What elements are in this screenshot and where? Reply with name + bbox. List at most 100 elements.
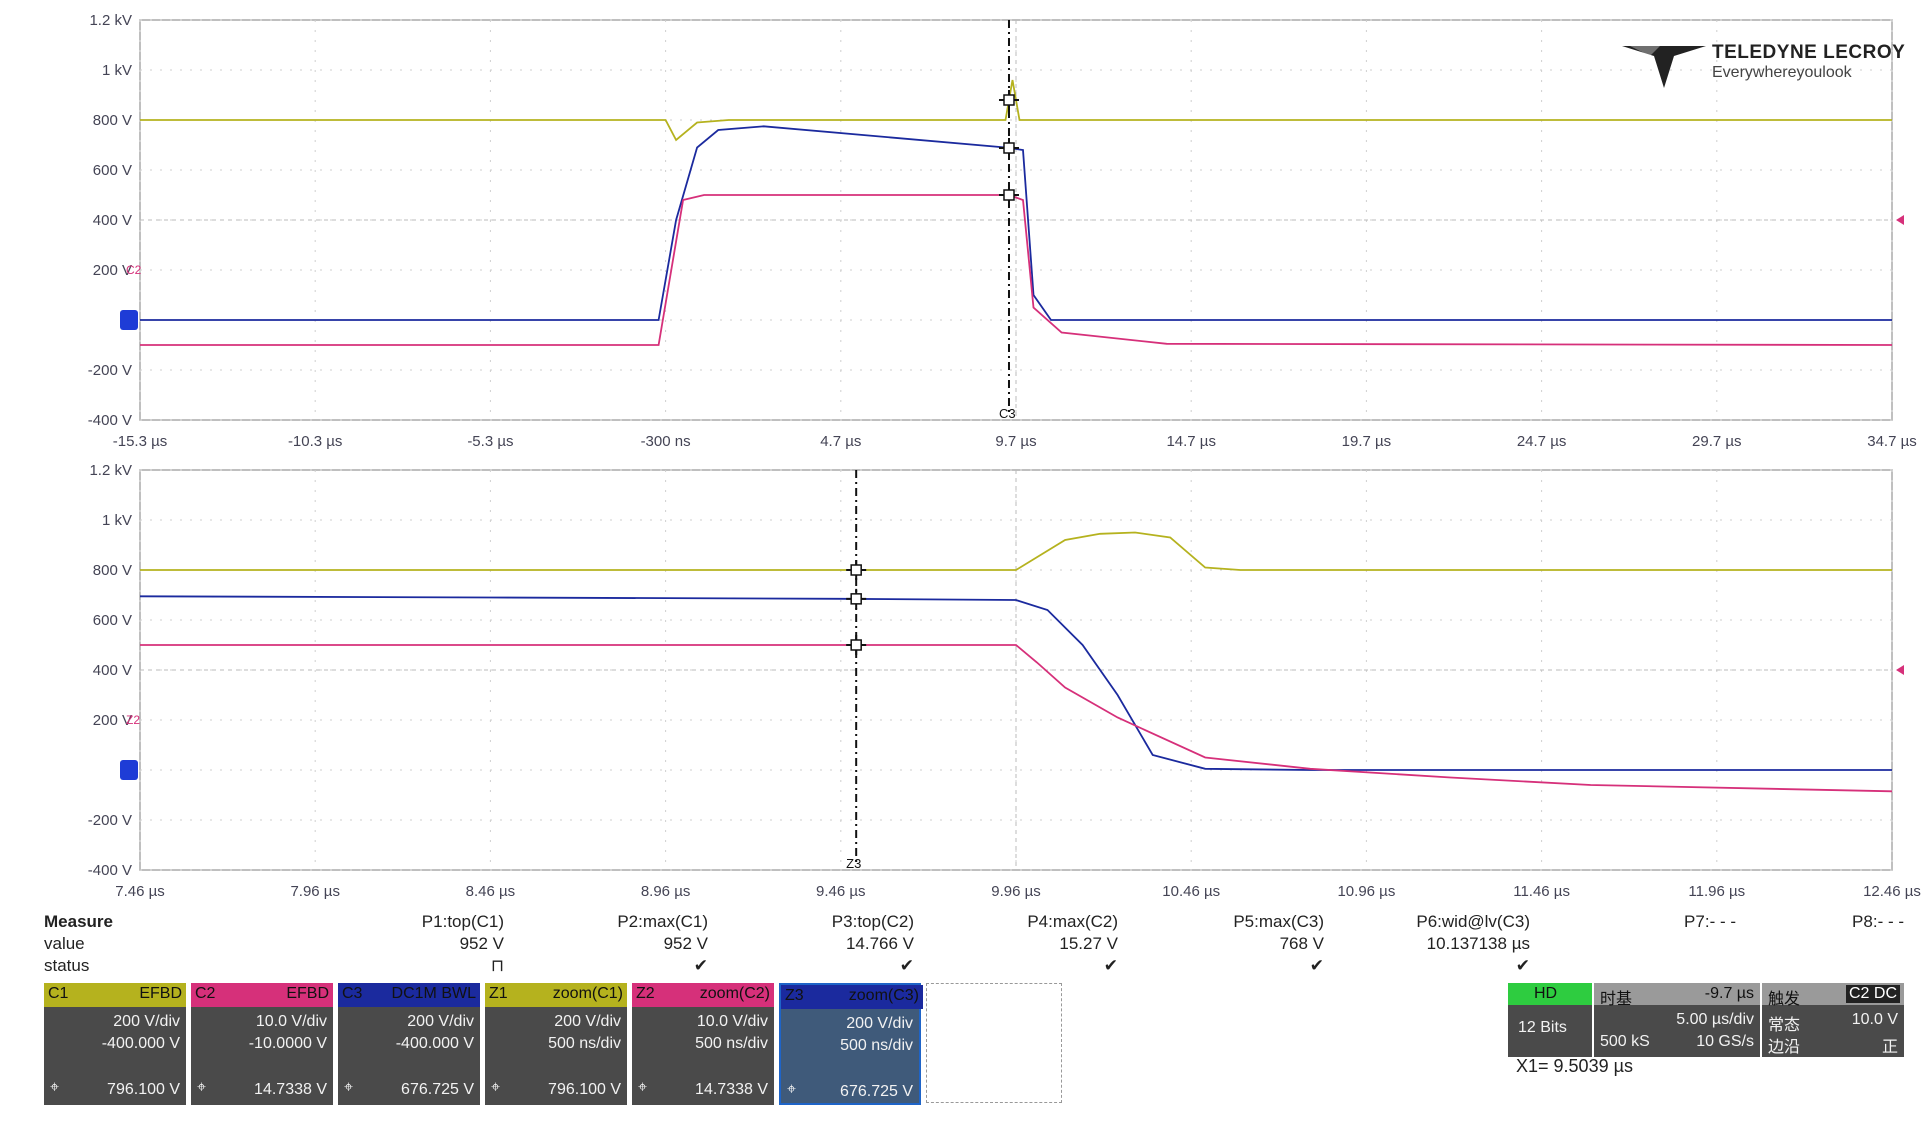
timebase-box[interactable]: 时基 -9.7 µs 5.00 µs/div 500 kS 10 GS/s — [1594, 983, 1760, 1057]
channel-tag: EFBD — [286, 985, 329, 1002]
channel-c1-header: C1 EFBD — [44, 983, 186, 1007]
zoom-z1-header: Z1 zoom(C1) — [485, 983, 627, 1007]
x-tick-label: -15.3 µs — [113, 433, 168, 450]
channel-vdiv: 200 V/div — [407, 1013, 474, 1030]
channel-tag: EFBD — [139, 985, 182, 1002]
logo-tagline: Everywhereyoulook — [1712, 64, 1852, 81]
x-tick-label: 19.7 µs — [1342, 433, 1392, 450]
channel-vdiv: 10.0 V/div — [696, 1013, 768, 1030]
channel-vdiv: 200 V/div — [846, 1015, 913, 1032]
measure-table[interactable]: Measure P1:top(C1) P2:max(C1) P3:top(C2)… — [44, 912, 1904, 982]
channel-tag: DC1M BWL — [391, 985, 476, 1002]
channel-c3-header: C3 DC1M BWL — [338, 983, 480, 1007]
trigger-level: 10.0 V — [1851, 1011, 1898, 1028]
channel-tag: zoom(C2) — [699, 985, 770, 1002]
param-status-icon: ✔ — [1515, 956, 1530, 975]
cursor-crosshair-icon — [850, 593, 862, 605]
channel-vdiv: 10.0 V/div — [255, 1013, 327, 1030]
y-tick-label: -400 V — [88, 412, 132, 429]
y-tick-label: -200 V — [88, 362, 132, 379]
channel-tag: zoom(C1) — [552, 985, 623, 1002]
param-name[interactable]: P7:- - - — [1684, 912, 1736, 931]
channel-cursor-value: 14.7338 V — [254, 1081, 327, 1098]
y-tick-label: 1 kV — [102, 62, 132, 79]
x-tick-label: 8.46 µs — [466, 883, 516, 900]
param-value: 15.27 V — [1059, 934, 1118, 953]
param-value: 768 V — [1279, 934, 1324, 953]
trace-c1 — [140, 79, 1892, 142]
zoom-z1-descriptor[interactable]: Z1 zoom(C1) 200 V/div 500 ns/div ⌖ 796.10… — [485, 983, 627, 1105]
value-row-label: value — [44, 934, 85, 953]
hd-label: HD — [1534, 985, 1558, 1002]
logo-brand: TELEDYNE LECROY — [1712, 42, 1906, 63]
cursor-crosshair-icon — [1003, 94, 1015, 106]
y-tick-label: 400 V — [93, 662, 132, 679]
y-tick-label: 1.2 kV — [89, 12, 132, 29]
trigger-mode: 常态 — [1768, 1017, 1801, 1034]
channel-c2-descriptor[interactable]: C2 EFBD 10.0 V/div -10.0000 V ⌖ 14.7338 V — [191, 983, 333, 1105]
y-tick-label: 600 V — [93, 162, 132, 179]
trigger-level-marker-icon — [1896, 215, 1904, 225]
x-tick-label: -300 ns — [641, 433, 691, 450]
measure-status-row: status ⊓ ✔ ✔ ✔ ✔ ✔ — [44, 956, 1904, 978]
trigger-title: 触发 — [1768, 991, 1801, 1008]
x-tick-label: -5.3 µs — [467, 433, 513, 450]
param-name[interactable]: P2:max(C1) — [617, 912, 708, 931]
param-name[interactable]: P4:max(C2) — [1027, 912, 1118, 931]
channel-cursor-value: 796.100 V — [107, 1081, 180, 1098]
measure-title: Measure — [44, 912, 113, 931]
x-tick-label: 4.7 µs — [820, 433, 861, 450]
time-cursor-label: Z3 — [846, 856, 861, 871]
y-tick-label: 800 V — [93, 112, 132, 129]
param-status-icon: ✔ — [899, 956, 914, 975]
cursor-icon: ⌖ — [491, 1079, 501, 1096]
cursor-readout: X1= 9.5039 µs — [1516, 1056, 1633, 1076]
param-name[interactable]: P3:top(C2) — [831, 912, 914, 931]
param-name[interactable]: P5:max(C3) — [1233, 912, 1324, 931]
hd-box[interactable]: HD 12 Bits — [1508, 983, 1592, 1057]
trigger-header: 触发 C2 DC — [1762, 983, 1904, 1008]
trace-c3 — [140, 125, 1892, 321]
param-name[interactable]: P1:top(C1) — [421, 912, 504, 931]
x-tick-label: 14.7 µs — [1166, 433, 1216, 450]
channel-name: Z2 — [636, 985, 655, 1002]
channel-name: Z1 — [489, 985, 508, 1002]
param-name[interactable]: P6:wid@lv(C3) — [1416, 912, 1530, 931]
x-tick-label: 7.46 µs — [115, 883, 165, 900]
x-tick-label: 10.46 µs — [1162, 883, 1220, 900]
teledyne-lecroy-logo: TELEDYNE LECROY Everywhereyoulook — [1620, 38, 1905, 90]
trigger-box[interactable]: 触发 C2 DC 常态 10.0 V 边沿 正 — [1762, 983, 1904, 1057]
trace-z3 — [139, 595, 1892, 771]
cursor-icon: ⌖ — [638, 1079, 648, 1096]
ground-marker-icon — [120, 310, 138, 330]
x-tick-label: 9.46 µs — [816, 883, 866, 900]
param-value: 14.766 V — [845, 934, 914, 953]
channel-offset: -10.0000 V — [248, 1035, 327, 1052]
param-name[interactable]: P8:- - - — [1852, 912, 1904, 931]
ground-marker-icon — [120, 760, 138, 780]
cursor-crosshair-icon — [850, 564, 862, 576]
measure-header-row: Measure P1:top(C1) P2:max(C1) P3:top(C2)… — [44, 912, 1904, 934]
hd-bits: 12 Bits — [1518, 1019, 1567, 1036]
timebase-delay: -9.7 µs — [1704, 985, 1754, 1002]
zoom-z3-descriptor[interactable]: Z3 zoom(C3) 200 V/div 500 ns/div ⌖ 676.72… — [779, 983, 923, 1105]
x-tick-label: 24.7 µs — [1517, 433, 1567, 450]
cursor-crosshair-icon — [1003, 142, 1015, 154]
lecroy-logo-icon — [1622, 46, 1706, 88]
channel-c2-header: C2 EFBD — [191, 983, 333, 1007]
zoom-z2-descriptor[interactable]: Z2 zoom(C2) 10.0 V/div 500 ns/div ⌖ 14.73… — [632, 983, 774, 1105]
cursor-icon: ⌖ — [344, 1079, 354, 1096]
x-tick-label: 12.46 µs — [1863, 883, 1921, 900]
channel-c3-descriptor[interactable]: C3 DC1M BWL 200 V/div -400.000 V ⌖ 676.72… — [338, 983, 480, 1105]
channel-c1-descriptor[interactable]: C1 EFBD 200 V/div -400.000 V ⌖ 796.100 V — [44, 983, 186, 1105]
x-tick-label: 10.96 µs — [1337, 883, 1395, 900]
empty-descriptor-slot[interactable] — [926, 983, 1062, 1103]
y-tick-label: 800 V — [93, 562, 132, 579]
y-tick-label: 1 kV — [102, 512, 132, 529]
y-tick-label: -400 V — [88, 862, 132, 879]
param-value: 10.137138 µs — [1426, 934, 1530, 953]
